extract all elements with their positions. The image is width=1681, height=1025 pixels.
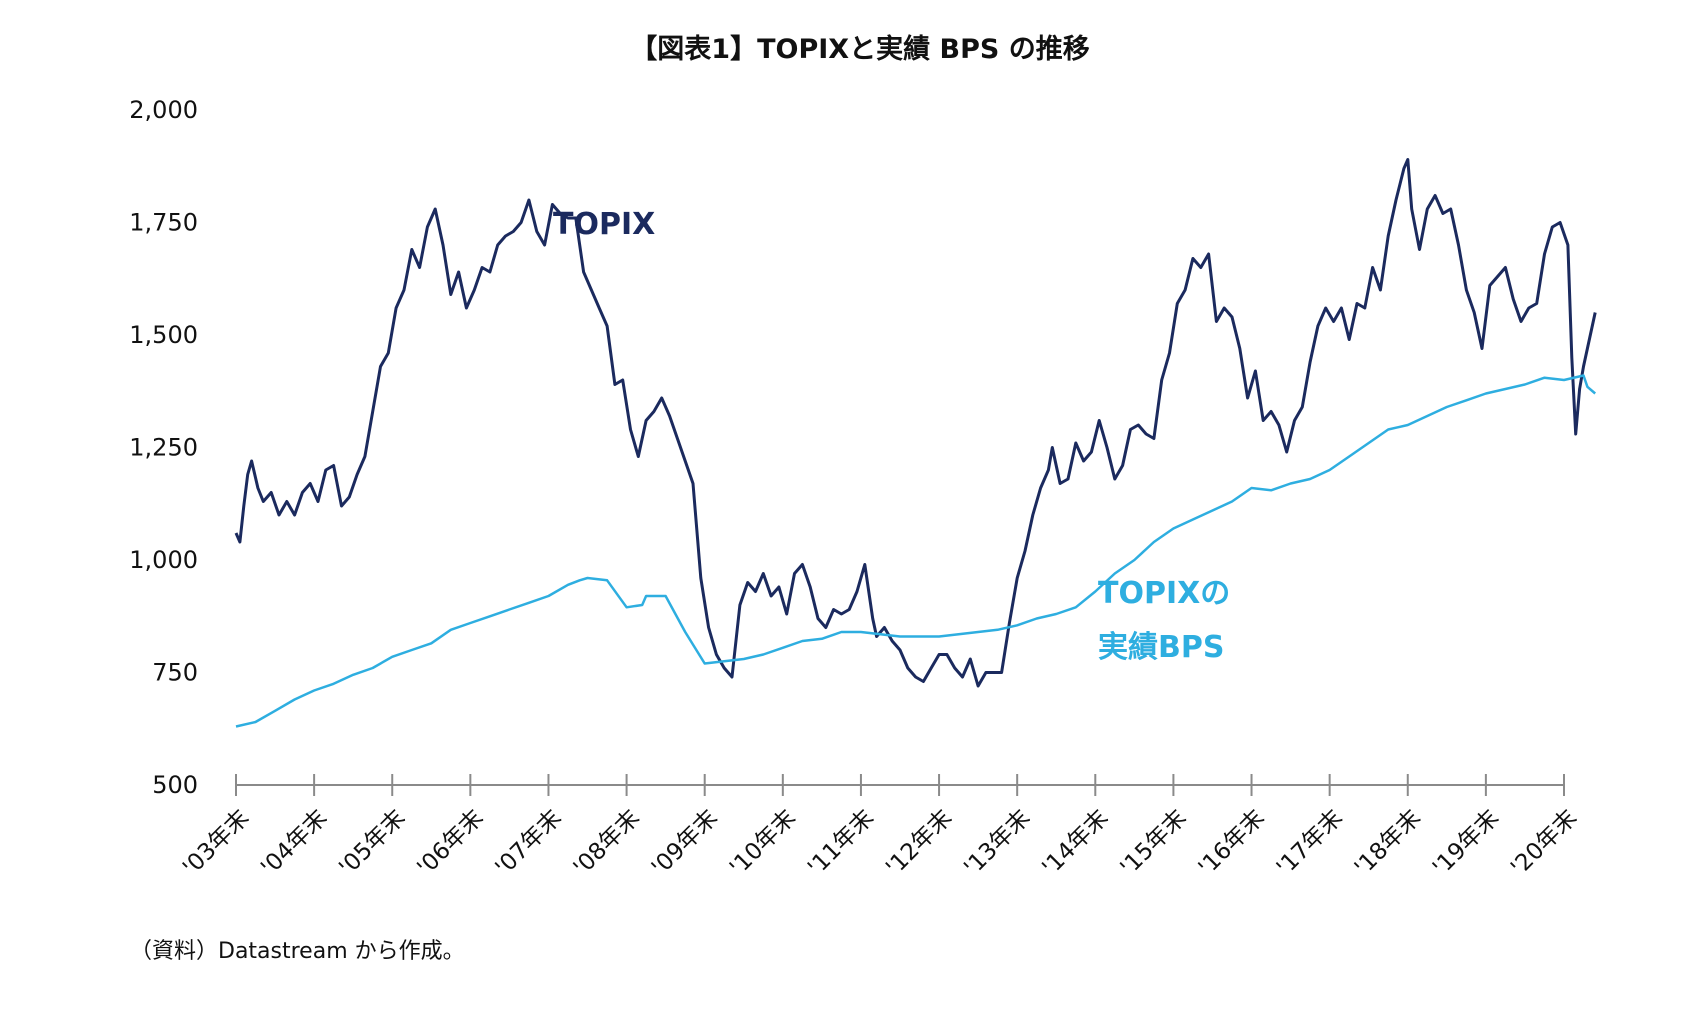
x-tick-label: '18年末: [1350, 805, 1426, 881]
x-tick-label: '19年末: [1428, 805, 1504, 881]
y-tick-label: 1,250: [129, 434, 198, 462]
y-tick-label: 500: [152, 771, 198, 799]
x-tick-label: '17年末: [1272, 805, 1348, 881]
x-tick-label: '11年末: [803, 805, 879, 881]
x-tick-label: '09年末: [647, 805, 723, 881]
x-tick-label: '13年末: [959, 805, 1035, 881]
series-line-bps: [235, 374, 1597, 728]
x-tick-label: '10年末: [725, 805, 801, 881]
x-tick-label: '05年末: [334, 805, 410, 881]
x-tick-label: '16年末: [1194, 805, 1270, 881]
x-tick-label: '07年末: [491, 805, 567, 881]
series-label: TOPIXの: [1098, 576, 1230, 611]
series-line-topix: [234, 158, 1597, 688]
y-tick-label: 1,000: [129, 546, 198, 574]
y-tick-label: 1,500: [129, 321, 198, 349]
y-axis: 2,000 1,750 1,500 1,250 1,000 750 500: [129, 96, 198, 799]
x-tick-label: '20年末: [1506, 805, 1582, 881]
source-note: （資料）Datastream から作成。: [130, 939, 465, 964]
x-tick-label: '15年末: [1116, 805, 1192, 881]
series-label: TOPIX: [553, 207, 655, 242]
x-axis: '03年末 '04年末 '05年末 '06年末 '07年末 '08年末 '09年末 '10年末…: [178, 774, 1582, 881]
chart-title: 【図表1】TOPIXと実績 BPS の推移: [630, 33, 1089, 65]
x-tick-label: '12年末: [881, 805, 957, 881]
series-label: 実績BPS: [1098, 630, 1224, 665]
y-tick-label: 750: [152, 659, 198, 687]
x-tick-label: '06年末: [413, 805, 489, 881]
y-tick-label: 1,750: [129, 209, 198, 237]
x-tick-label: '14年末: [1037, 805, 1113, 881]
x-tick-label: '03年末: [178, 805, 254, 881]
x-tick-label: '08年末: [569, 805, 645, 881]
x-tick-label: '04年末: [256, 805, 332, 881]
y-tick-label: 2,000: [129, 96, 198, 124]
